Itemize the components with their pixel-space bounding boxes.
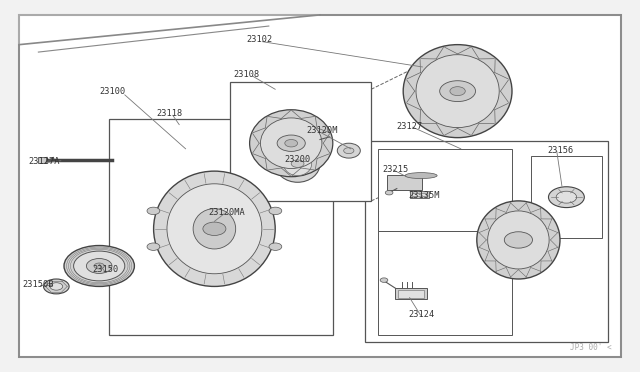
Circle shape (450, 87, 465, 96)
Circle shape (504, 232, 532, 248)
Ellipse shape (167, 184, 262, 274)
Text: JP3 00' <: JP3 00' < (570, 343, 611, 352)
Text: 23156: 23156 (547, 146, 573, 155)
Circle shape (277, 135, 305, 151)
Bar (531, 156, 602, 238)
Text: 23150: 23150 (93, 265, 119, 274)
Circle shape (385, 190, 393, 195)
Circle shape (380, 278, 388, 282)
Text: 23100: 23100 (99, 87, 125, 96)
Text: 23120MA: 23120MA (208, 208, 244, 217)
Text: 23127A: 23127A (29, 157, 60, 166)
Text: 23215: 23215 (383, 165, 409, 174)
Text: 23118: 23118 (157, 109, 183, 118)
Bar (412, 193, 426, 196)
Ellipse shape (275, 145, 320, 182)
Text: 23124: 23124 (408, 310, 435, 319)
Text: 23200: 23200 (285, 155, 311, 164)
Text: 23135M: 23135M (408, 191, 440, 200)
Circle shape (64, 246, 134, 286)
Bar (230, 82, 371, 201)
Ellipse shape (305, 138, 322, 145)
Bar (378, 231, 512, 335)
Ellipse shape (403, 45, 512, 138)
Bar (410, 191, 429, 198)
Ellipse shape (154, 171, 275, 286)
Ellipse shape (193, 209, 236, 249)
Bar (38, 157, 46, 163)
Circle shape (86, 259, 112, 273)
Circle shape (548, 187, 584, 208)
Circle shape (74, 251, 125, 281)
Bar (387, 175, 422, 190)
Ellipse shape (250, 110, 333, 177)
Ellipse shape (284, 152, 312, 176)
Circle shape (50, 283, 63, 290)
Ellipse shape (405, 173, 437, 179)
Circle shape (285, 140, 298, 147)
Text: 23120M: 23120M (306, 126, 337, 135)
Text: 23150B: 23150B (22, 280, 54, 289)
Ellipse shape (416, 55, 499, 128)
Bar (109, 119, 333, 335)
Bar (395, 288, 427, 299)
Ellipse shape (260, 118, 322, 169)
Bar (398, 290, 424, 298)
Text: 23127: 23127 (397, 122, 423, 131)
Circle shape (269, 243, 282, 250)
Circle shape (94, 263, 104, 269)
Bar (378, 149, 512, 231)
Ellipse shape (300, 135, 328, 148)
Ellipse shape (477, 201, 560, 279)
Circle shape (291, 160, 304, 167)
Circle shape (269, 207, 282, 215)
Bar (365, 141, 608, 342)
Text: 23108: 23108 (234, 70, 260, 79)
Circle shape (147, 207, 160, 215)
Circle shape (440, 81, 476, 102)
Ellipse shape (337, 143, 360, 158)
Text: 23102: 23102 (246, 35, 273, 44)
Circle shape (556, 191, 577, 203)
Circle shape (147, 243, 160, 250)
Circle shape (344, 148, 354, 154)
Circle shape (44, 279, 69, 294)
Ellipse shape (488, 211, 549, 269)
Circle shape (203, 222, 226, 235)
